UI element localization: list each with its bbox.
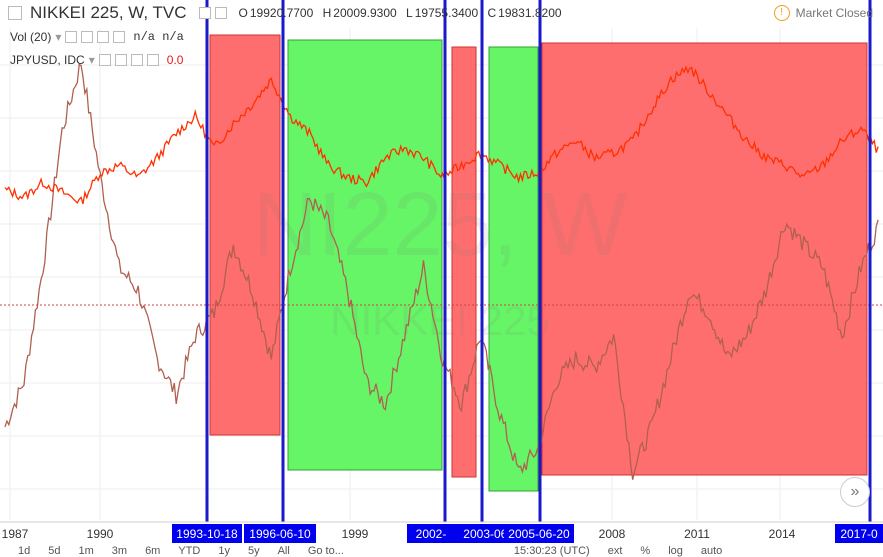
chart-header: NIKKEI 225, W, TVC O 19920.7700 H 20009.93… <box>0 0 883 67</box>
symbol-row: NIKKEI 225, W, TVC O 19920.7700 H 20009.93… <box>8 3 562 23</box>
chevron-down-icon[interactable]: ▾ <box>55 30 62 44</box>
settings-icon[interactable] <box>214 7 227 19</box>
zone-red <box>541 42 868 476</box>
date-marker-badge <box>835 524 883 543</box>
volume-values: n/a n/a <box>133 30 184 44</box>
chevron-down-icon[interactable]: ▾ <box>88 53 95 67</box>
range-button[interactable]: 1d <box>18 545 31 557</box>
market-status: ! Market Closed <box>773 5 873 21</box>
compare-value: 0.0 <box>166 53 184 67</box>
zone-green <box>287 39 443 471</box>
x-tick-label: 2008 <box>599 527 626 541</box>
close-icon[interactable] <box>113 31 126 43</box>
date-marker-label: 1993-10-18 <box>176 527 238 541</box>
add-icon[interactable] <box>130 54 143 66</box>
scale-button[interactable]: % <box>640 545 651 557</box>
range-button[interactable]: 5y <box>247 545 260 557</box>
watermark-name: NIKKEI 225 <box>330 297 549 344</box>
date-marker-badge <box>504 524 574 543</box>
watermark-symbol: NI225, W <box>252 175 627 275</box>
eye-icon[interactable] <box>98 54 111 66</box>
settings-icon[interactable] <box>114 54 127 66</box>
warning-icon: ! <box>773 5 790 21</box>
series-line <box>4 63 879 480</box>
range-button[interactable]: 3m <box>111 545 128 557</box>
date-marker-label: 2002- <box>416 527 447 541</box>
close-icon[interactable] <box>146 54 159 66</box>
range-button[interactable]: 1y <box>218 545 230 557</box>
x-axis: 1987 1990 1999 2008 2011 2014 1993-10-18 1996-0… <box>0 521 883 544</box>
compare-row: JPYUSD, IDC ▾ 0.0 <box>10 53 183 67</box>
date-marker-badge <box>407 524 455 543</box>
date-marker-label: 2017-0 <box>840 527 878 541</box>
date-marker-label: 2005-06-20 <box>508 527 570 541</box>
scroll-to-realtime-button[interactable]: » <box>840 477 870 507</box>
series-line <box>4 65 879 205</box>
x-tick-label: 1999 <box>342 527 369 541</box>
x-tick-label: 2011 <box>684 527 710 541</box>
scale-button[interactable]: log <box>668 545 683 557</box>
volume-label: Vol (20) <box>10 30 52 44</box>
x-tick-label: 1990 <box>87 527 114 541</box>
range-button[interactable]: 1m <box>78 545 94 557</box>
eye-icon[interactable] <box>198 7 211 19</box>
eye-icon[interactable] <box>65 31 78 43</box>
clock-label: 15:30:23 (UTC) <box>513 545 590 557</box>
zone-green <box>488 46 539 492</box>
date-markers <box>205 0 872 525</box>
range-button[interactable]: 5d <box>48 545 61 557</box>
zone-red <box>209 34 281 436</box>
series-lines <box>4 63 879 480</box>
highlight-zones <box>209 34 868 492</box>
range-button[interactable]: Go to... <box>307 545 344 557</box>
scale-button[interactable]: ext <box>607 545 623 557</box>
x-tick-label: 1987 <box>2 527 29 541</box>
x-tick-label: 2014 <box>769 527 796 541</box>
volume-row: Vol (20) ▾ n/a n/a <box>10 30 184 44</box>
compare-label: JPYUSD, IDC <box>10 53 85 67</box>
range-button[interactable]: YTD <box>178 545 201 557</box>
range-button[interactable]: 6m <box>145 545 161 557</box>
collapse-icon[interactable] <box>8 6 22 20</box>
range-button[interactable]: All <box>277 545 290 557</box>
date-marker-label: 1996-06-10 <box>249 527 311 541</box>
date-marker-badge <box>172 524 242 543</box>
ohlc-values: O 19920.7700 H 20009.9300 L 19755.3400 C 198… <box>238 6 562 20</box>
date-marker-badge <box>244 524 316 543</box>
zone-red <box>451 46 477 478</box>
symbol-title: NIKKEI 225, W, TVC <box>30 3 187 22</box>
bottom-toolbar: 1d 5d 1m 3m 6m YTD 1y 5y All Go to... 15:30:23 (UT… <box>0 545 883 557</box>
scale-button[interactable]: auto <box>700 545 723 557</box>
add-icon[interactable] <box>97 31 110 43</box>
settings-icon[interactable] <box>81 31 94 43</box>
